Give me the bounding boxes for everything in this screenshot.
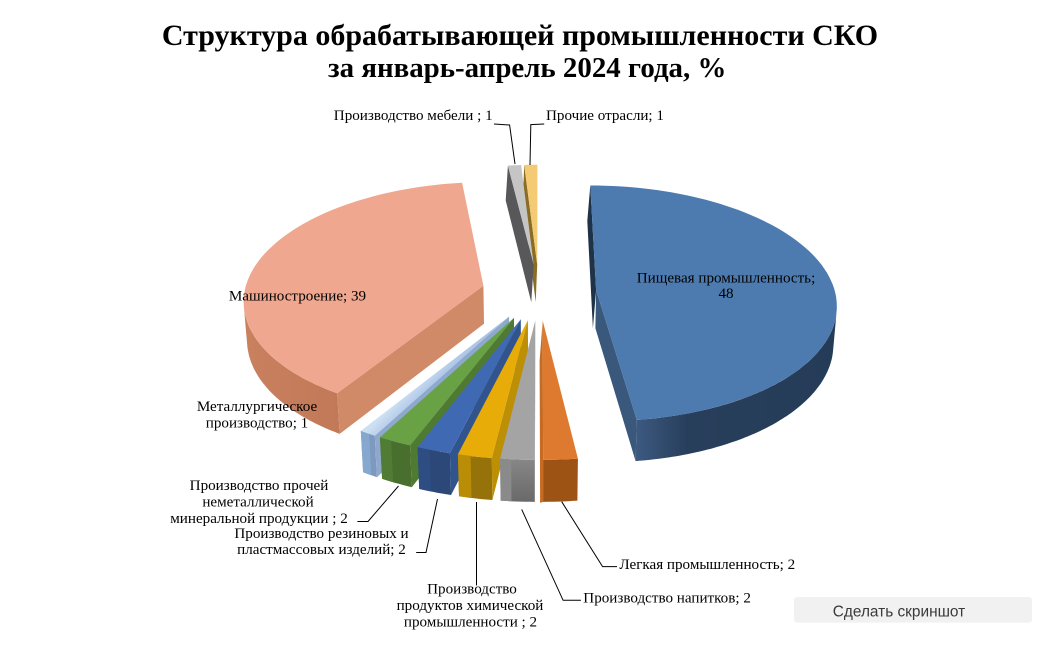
svg-text:Прочие отрасли; 1: Прочие отрасли; 1 (546, 108, 664, 124)
svg-text:48: 48 (718, 286, 733, 302)
svg-text:Машиностроение; 39: Машиностроение; 39 (229, 288, 366, 304)
svg-text:неметаллической: неметаллической (202, 495, 313, 511)
svg-text:Сделать скриншот: Сделать скриншот (833, 604, 965, 621)
svg-text:Производство прочей: Производство прочей (190, 478, 329, 494)
svg-text:Производство: Производство (427, 582, 517, 598)
svg-text:за январь-апрель 2024 года, %: за январь-апрель 2024 года, % (328, 52, 726, 84)
svg-text:Структура обрабатывающей промы: Структура обрабатывающей промышленности … (162, 19, 878, 52)
svg-text:продуктов химической: продуктов химической (397, 598, 544, 614)
svg-text:Производство резиновых и: Производство резиновых и (234, 526, 408, 542)
svg-text:Металлургическое: Металлургическое (197, 399, 318, 415)
svg-text:минеральной продукции ; 2: минеральной продукции ; 2 (170, 511, 348, 527)
svg-text:пластмассовых изделий; 2: пластмассовых изделий; 2 (237, 542, 406, 558)
svg-text:Легкая промышленность; 2: Легкая промышленность; 2 (619, 557, 795, 573)
svg-text:производство; 1: производство; 1 (206, 416, 308, 432)
svg-text:Производство напитков; 2: Производство напитков; 2 (583, 591, 751, 607)
svg-text:Пищевая промышленность;: Пищевая промышленность; (637, 270, 816, 286)
svg-text:промышленности ; 2: промышленности ; 2 (404, 614, 537, 630)
svg-text:Производство мебели ; 1: Производство мебели ; 1 (334, 108, 493, 124)
